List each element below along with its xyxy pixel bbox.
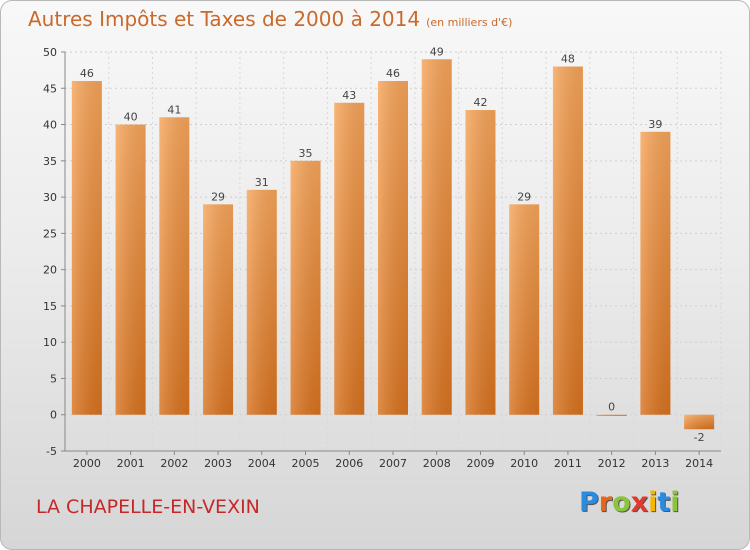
logo-letter: r	[598, 487, 613, 518]
x-tick-label: 2004	[248, 457, 276, 470]
bar-shade	[421, 59, 452, 415]
logo-letter: i	[670, 487, 680, 518]
bar-shade	[465, 110, 496, 415]
value-label: 29	[517, 190, 531, 203]
bar-shade	[246, 189, 277, 415]
bar-shade	[684, 414, 715, 430]
chart-title-text: Autres Impôts et Taxes de 2000 à 2014	[28, 7, 421, 31]
y-tick-label: 0	[50, 409, 57, 422]
bar-shade	[378, 81, 408, 415]
y-tick-label: 50	[43, 46, 57, 59]
logo-letter: t	[657, 487, 671, 518]
bar-shade	[203, 204, 234, 415]
value-label: 35	[299, 147, 313, 160]
value-label: 40	[124, 111, 138, 124]
x-tick-label: 2000	[73, 457, 101, 470]
bar-shade	[115, 124, 146, 415]
chart-title: Autres Impôts et Taxes de 2000 à 2014 (en…	[28, 7, 512, 31]
bar-shade	[596, 414, 627, 416]
logo-letter: P	[579, 487, 599, 518]
y-tick-label: 40	[43, 119, 57, 132]
x-tick-label: 2011	[554, 457, 582, 470]
y-tick-label: 20	[43, 264, 57, 277]
bar-shade	[640, 131, 671, 415]
value-labels: 46 40 41 29 31 35 43 46 49 42 29 48 0 39 -2	[80, 45, 705, 444]
y-tick-label: 30	[43, 191, 57, 204]
x-tick-label: 2008	[423, 457, 451, 470]
logo-letter: o	[612, 487, 631, 518]
value-label: 39	[648, 118, 662, 131]
y-tick-label: 10	[43, 336, 57, 349]
value-label: -2	[694, 431, 705, 444]
x-tick-label: 2009	[466, 457, 494, 470]
value-label: 43	[342, 89, 356, 102]
logo-letter: i	[648, 487, 658, 518]
axes: -5 0 5 10 15 20 25 30 35 40 45 50 2000 2001 2002 2003 20…	[43, 46, 721, 470]
x-tick-label: 2013	[641, 457, 669, 470]
value-label: 49	[430, 45, 444, 58]
proxiti-logo: Proxiti	[579, 487, 680, 518]
bar-shade	[552, 66, 583, 415]
x-tick-label: 2001	[117, 457, 145, 470]
logo-letter: x	[630, 487, 649, 518]
value-label: 46	[80, 67, 94, 80]
y-tick-label: 25	[43, 227, 57, 240]
bar-shade	[290, 160, 321, 415]
x-tick-label: 2003	[204, 457, 232, 470]
y-tick-label: 15	[43, 300, 57, 313]
y-tick-label: -5	[46, 445, 57, 458]
x-tick-label: 2010	[510, 457, 538, 470]
bar-shade	[159, 117, 190, 415]
y-tick-label: 45	[43, 82, 57, 95]
chart-unit: (en milliers d'€)	[426, 16, 513, 29]
value-label: 29	[211, 190, 225, 203]
value-label: 31	[255, 176, 269, 189]
y-tick-label: 5	[50, 372, 57, 385]
x-tick-label: 2005	[292, 457, 320, 470]
bar-shade	[334, 102, 365, 415]
x-tick-label: 2006	[335, 457, 363, 470]
place-name: LA CHAPELLE-EN-VEXIN	[36, 496, 260, 518]
value-label: 48	[561, 53, 575, 66]
x-tick-label: 2014	[685, 457, 713, 470]
value-label: 46	[386, 67, 400, 80]
x-tick-label: 2002	[160, 457, 188, 470]
x-tick-label: 2007	[379, 457, 407, 470]
x-tick-label: 2012	[598, 457, 626, 470]
y-tick-label: 35	[43, 155, 57, 168]
bar-shade	[71, 81, 102, 415]
value-label: 41	[167, 103, 181, 116]
bars	[71, 59, 715, 430]
bar-shade	[509, 204, 540, 415]
value-label: 42	[473, 96, 487, 109]
value-label: 0	[608, 401, 615, 414]
